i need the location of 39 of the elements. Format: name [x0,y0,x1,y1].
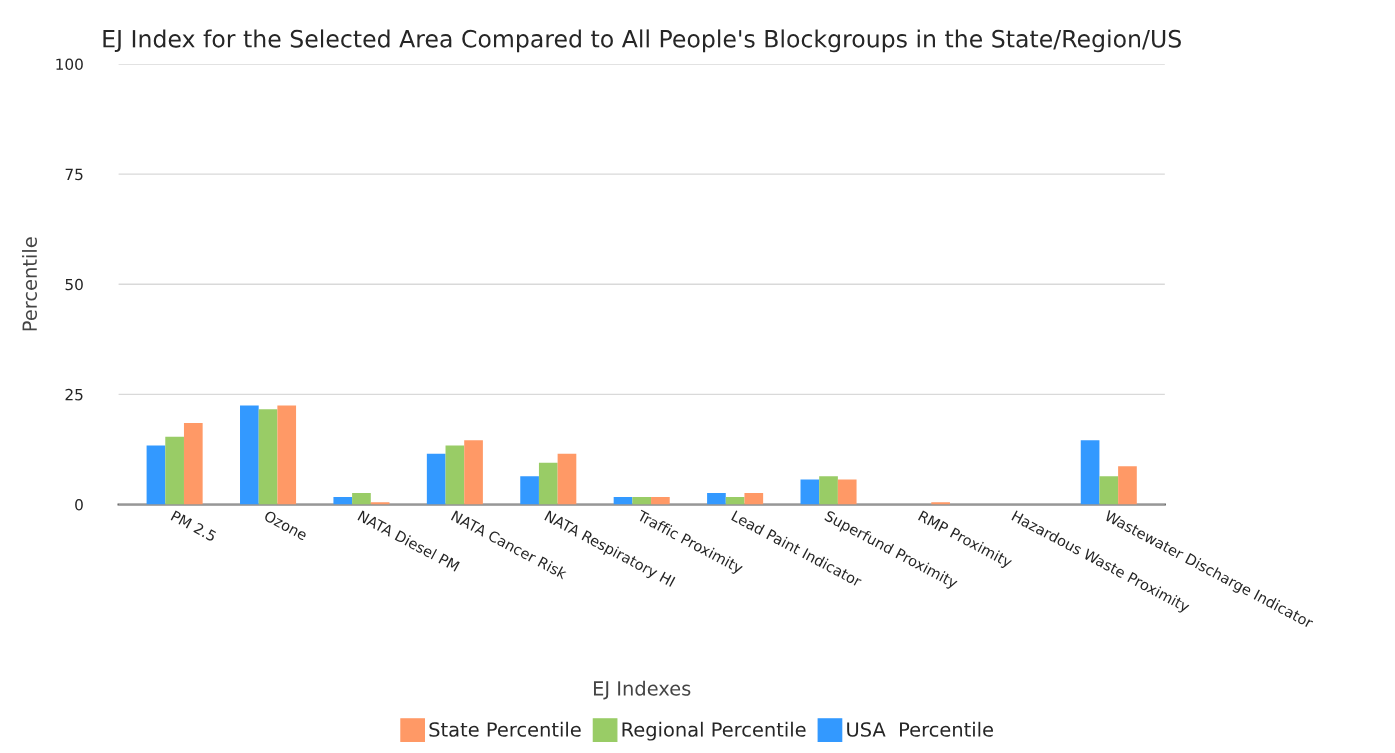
bar [1099,476,1119,505]
bar [800,479,820,505]
bar [557,453,577,505]
bar [707,493,726,505]
bar [258,409,278,505]
y-tick-label: 50 [65,278,83,291]
bar [613,497,633,505]
bar [819,476,838,505]
bar [165,436,184,505]
bar [464,440,483,505]
bar [744,493,764,505]
bar [931,502,950,505]
chart-title: EJ Index for the Selected Area Compared to All People's Blockgroups in the State/Region/US [103,29,1181,53]
legend-label: USA Percentile [847,721,993,737]
bar [333,497,353,505]
y-tick-label: 75 [65,168,83,181]
bar [426,453,446,505]
bar [632,497,652,505]
bar [725,497,745,505]
y-tick-label: 25 [65,388,83,401]
y-tick-label: 100 [56,58,83,71]
bar [352,493,371,505]
x-tick-label: PM 2.5 [170,510,217,542]
legend-label: Regional Percentile [622,721,806,741]
x-axis-title: EJ Indexes [594,680,691,700]
bar [1118,466,1137,505]
bar [146,445,166,505]
y-axis-title: Percentile [21,237,38,331]
bar [1080,440,1100,505]
bar [651,497,670,505]
bar [183,423,203,505]
bar [520,476,539,505]
bar [445,445,465,505]
bar [538,462,558,505]
legend-label: State Percentile [429,721,581,737]
y-tick-label: 0 [75,498,83,511]
bar [837,479,857,505]
bar [240,405,259,505]
bar [277,405,297,505]
